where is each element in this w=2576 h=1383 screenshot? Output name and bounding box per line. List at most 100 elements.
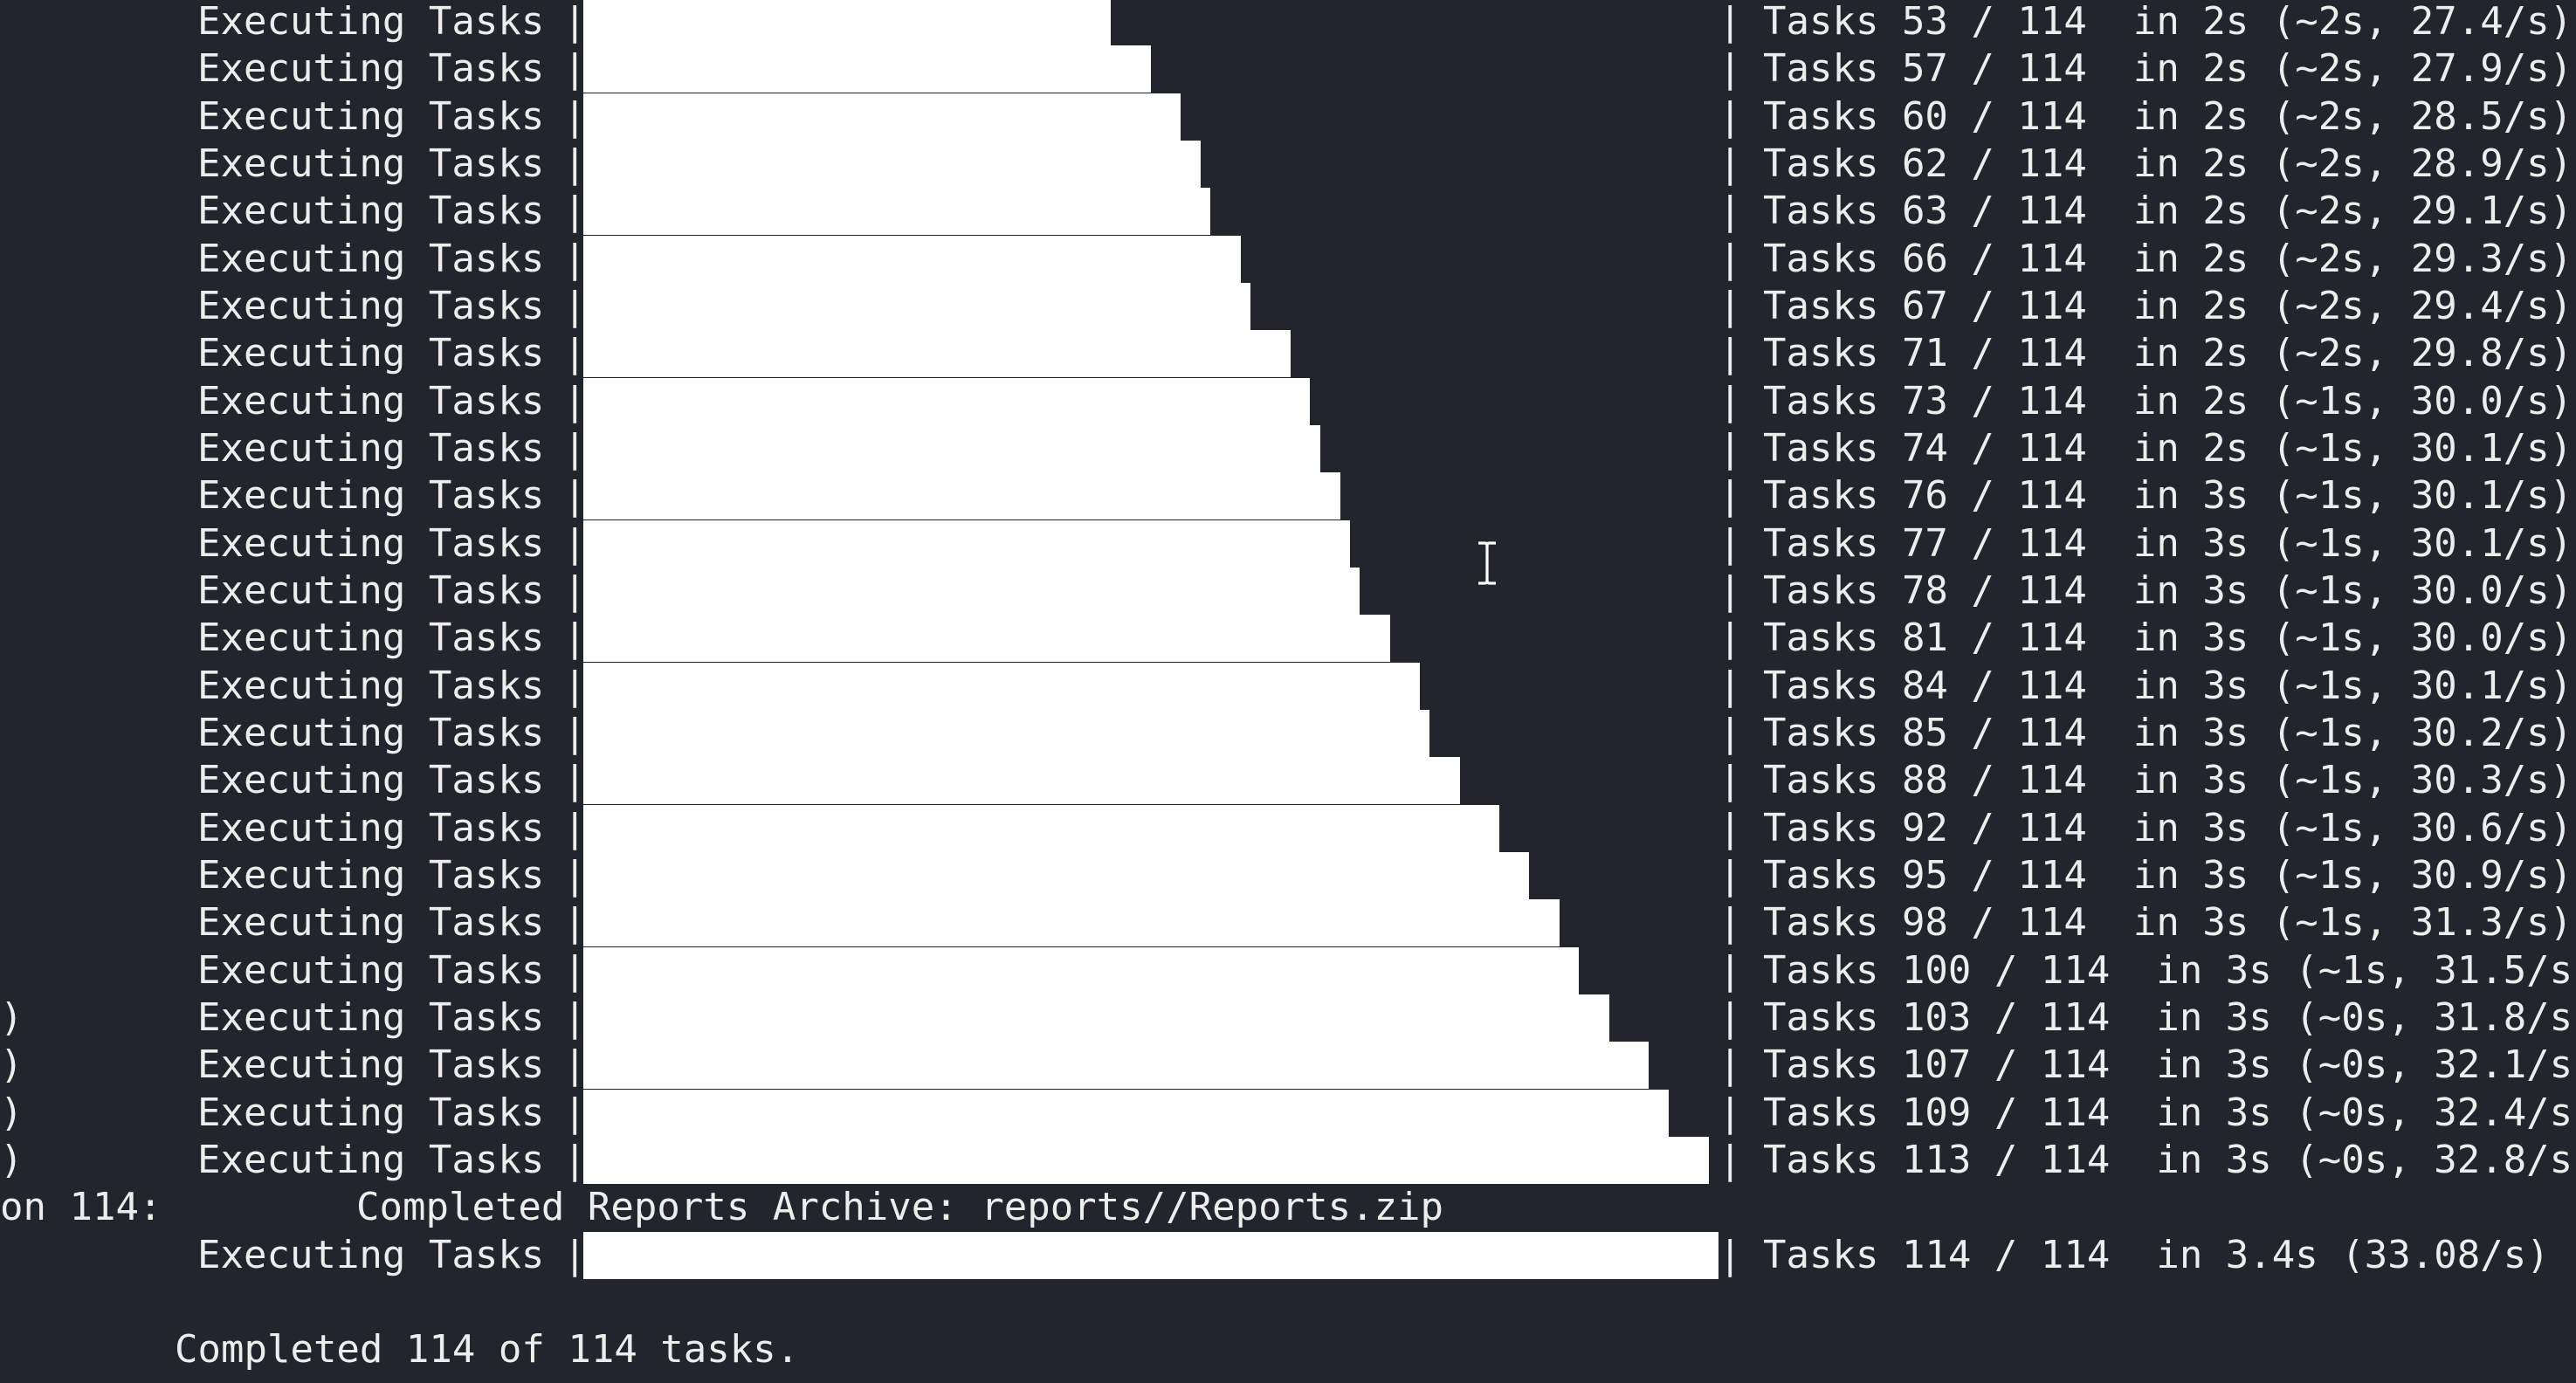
bar-right-edge: | xyxy=(1718,473,1742,519)
bar-left-edge: | xyxy=(563,805,587,850)
progress-row: Executing Tasks | | Tasks 76 / 114 in 3s (~… xyxy=(0,472,2576,520)
bar-right-edge: | xyxy=(1718,900,1742,946)
progress-stats: Tasks 81 / 114 in 3s (~1s, 30.0/s) xyxy=(1763,616,2573,661)
archive-line: on 114: Completed Reports Archive: report… xyxy=(0,1184,2576,1231)
bar-left-edge: | xyxy=(563,93,587,139)
bar-right-edge: | xyxy=(1718,1232,1742,1277)
progress-stats: Tasks 113 / 114 in 3s (~0s, 32.8/s xyxy=(1763,1137,2573,1182)
progress-bar-fill xyxy=(583,946,1580,994)
progress-stats: Tasks 114 / 114 in 3.4s (33.08/s) xyxy=(1763,1232,2550,1277)
bar-right-edge: | xyxy=(1718,141,1742,186)
row-prefix: ) xyxy=(0,1090,24,1135)
progress-bar-fill xyxy=(583,472,1340,520)
bar-right-edge: | xyxy=(1718,236,1742,281)
progress-stats: Tasks 95 / 114 in 3s (~1s, 30.9/s) xyxy=(1763,852,2573,898)
progress-row: Executing Tasks | | Tasks 63 / 114 in 2s (~… xyxy=(0,188,2576,236)
progress-row: ) Executing Tasks | | Tasks 107 / 114 in 3s … xyxy=(0,1042,2576,1090)
bar-right-edge: | xyxy=(1718,758,1742,803)
text-cursor-icon xyxy=(1478,541,1496,585)
progress-bar-fill xyxy=(583,1136,1709,1184)
progress-row: Executing Tasks | | Tasks 67 / 114 in 2s (~… xyxy=(0,282,2576,330)
bar-left-edge: | xyxy=(563,900,587,946)
bar-right-edge: | xyxy=(1718,568,1742,613)
bar-left-edge: | xyxy=(563,947,587,993)
progress-stats: Tasks 53 / 114 in 2s (~2s, 27.4/s) xyxy=(1763,0,2573,44)
bar-right-edge: | xyxy=(1718,520,1742,566)
progress-bar-fill xyxy=(583,45,1151,93)
summary-line: Completed 114 of 114 tasks. xyxy=(0,1326,2576,1373)
progress-bar-fill xyxy=(583,519,1351,568)
progress-label: Executing Tasks xyxy=(197,141,545,186)
bar-left-edge: | xyxy=(563,1090,587,1135)
progress-row: Executing Tasks | | Tasks 66 / 114 in 2s (~… xyxy=(0,235,2576,283)
progress-stats: Tasks 62 / 114 in 2s (~2s, 28.9/s) xyxy=(1763,141,2573,186)
archive-message: Completed Reports Archive: reports//Repo… xyxy=(356,1185,1444,1230)
progress-label: Executing Tasks xyxy=(197,331,545,376)
bar-left-edge: | xyxy=(563,758,587,803)
progress-row: Executing Tasks | | Tasks 57 / 114 in 2s (~… xyxy=(0,45,2576,93)
bar-right-edge: | xyxy=(1718,663,1742,708)
bar-left-edge: | xyxy=(563,189,587,234)
bar-left-edge: | xyxy=(563,520,587,566)
progress-label: Executing Tasks xyxy=(197,520,545,566)
progress-stats: Tasks 63 / 114 in 2s (~2s, 29.1/s) xyxy=(1763,189,2573,234)
bar-right-edge: | xyxy=(1718,0,1742,44)
progress-row: Executing Tasks | | Tasks 77 / 114 in 3s (~… xyxy=(0,519,2576,568)
progress-stats: Tasks 73 / 114 in 2s (~1s, 30.0/s) xyxy=(1763,378,2573,423)
progress-stats: Tasks 71 / 114 in 2s (~2s, 29.8/s) xyxy=(1763,331,2573,376)
progress-bar-fill xyxy=(583,424,1320,472)
progress-bar-fill xyxy=(583,377,1311,425)
progress-row: Executing Tasks | | Tasks 85 / 114 in 3s (~… xyxy=(0,709,2576,757)
progress-bar-fill xyxy=(583,140,1202,188)
progress-label: Executing Tasks xyxy=(197,805,545,850)
progress-row: ) Executing Tasks | | Tasks 103 / 114 in 3s … xyxy=(0,994,2576,1042)
progress-label: Executing Tasks xyxy=(197,663,545,708)
progress-row: Executing Tasks | | Tasks 60 / 114 in 2s (~… xyxy=(0,93,2576,141)
progress-label: Executing Tasks xyxy=(197,425,545,471)
bar-right-edge: | xyxy=(1718,616,1742,661)
bar-left-edge: | xyxy=(563,663,587,708)
progress-bar-fill xyxy=(583,1231,1718,1279)
bar-right-edge: | xyxy=(1718,1090,1742,1135)
progress-row: Executing Tasks | | Tasks 92 / 114 in 3s (~… xyxy=(0,804,2576,852)
progress-stats: Tasks 109 / 114 in 3s (~0s, 32.4/s xyxy=(1763,1090,2573,1135)
bar-right-edge: | xyxy=(1718,425,1742,471)
progress-stats: Tasks 78 / 114 in 3s (~1s, 30.0/s) xyxy=(1763,568,2573,613)
bar-left-edge: | xyxy=(563,568,587,613)
progress-stats: Tasks 85 / 114 in 3s (~1s, 30.2/s) xyxy=(1763,710,2573,755)
progress-label: Executing Tasks xyxy=(197,1090,545,1135)
progress-row: Executing Tasks | | Tasks 62 / 114 in 2s (~… xyxy=(0,140,2576,188)
progress-bar-fill xyxy=(583,282,1251,330)
progress-label: Executing Tasks xyxy=(197,473,545,519)
progress-label: Executing Tasks xyxy=(197,568,545,613)
final-progress-row: Executing Tasks | | Tasks 114 / 114 in 3.4s… xyxy=(0,1231,2576,1279)
bar-right-edge: | xyxy=(1718,852,1742,898)
row-prefix: ) xyxy=(0,1042,24,1088)
bar-left-edge: | xyxy=(563,994,587,1040)
progress-stats: Tasks 57 / 114 in 2s (~2s, 27.9/s) xyxy=(1763,46,2573,92)
progress-bar-fill xyxy=(583,0,1112,45)
bar-left-edge: | xyxy=(563,283,587,328)
progress-row: Executing Tasks | | Tasks 88 / 114 in 3s (~… xyxy=(0,757,2576,805)
progress-label: Executing Tasks xyxy=(197,947,545,993)
progress-row: Executing Tasks | | Tasks 98 / 114 in 3s (~… xyxy=(0,899,2576,947)
progress-stats: Tasks 92 / 114 in 3s (~1s, 30.6/s) xyxy=(1763,805,2573,850)
bar-left-edge: | xyxy=(563,331,587,376)
bar-right-edge: | xyxy=(1718,93,1742,139)
bar-left-edge: | xyxy=(563,378,587,423)
progress-bar-fill xyxy=(583,662,1420,710)
progress-row: Executing Tasks | | Tasks 95 / 114 in 3s (~… xyxy=(0,851,2576,899)
bar-left-edge: | xyxy=(563,236,587,281)
bar-right-edge: | xyxy=(1718,331,1742,376)
progress-stats: Tasks 66 / 114 in 2s (~2s, 29.3/s) xyxy=(1763,236,2573,281)
progress-bar-fill xyxy=(583,804,1500,852)
progress-label: Executing Tasks xyxy=(197,616,545,661)
progress-bar-fill xyxy=(583,235,1241,283)
progress-row: Executing Tasks | | Tasks 53 / 114 in 2s (~… xyxy=(0,0,2576,45)
progress-bar-fill xyxy=(583,1089,1669,1137)
progress-bar-fill xyxy=(583,615,1390,663)
progress-bar-fill xyxy=(583,994,1609,1042)
progress-label: Executing Tasks xyxy=(197,852,545,898)
progress-bar-fill xyxy=(583,757,1460,805)
